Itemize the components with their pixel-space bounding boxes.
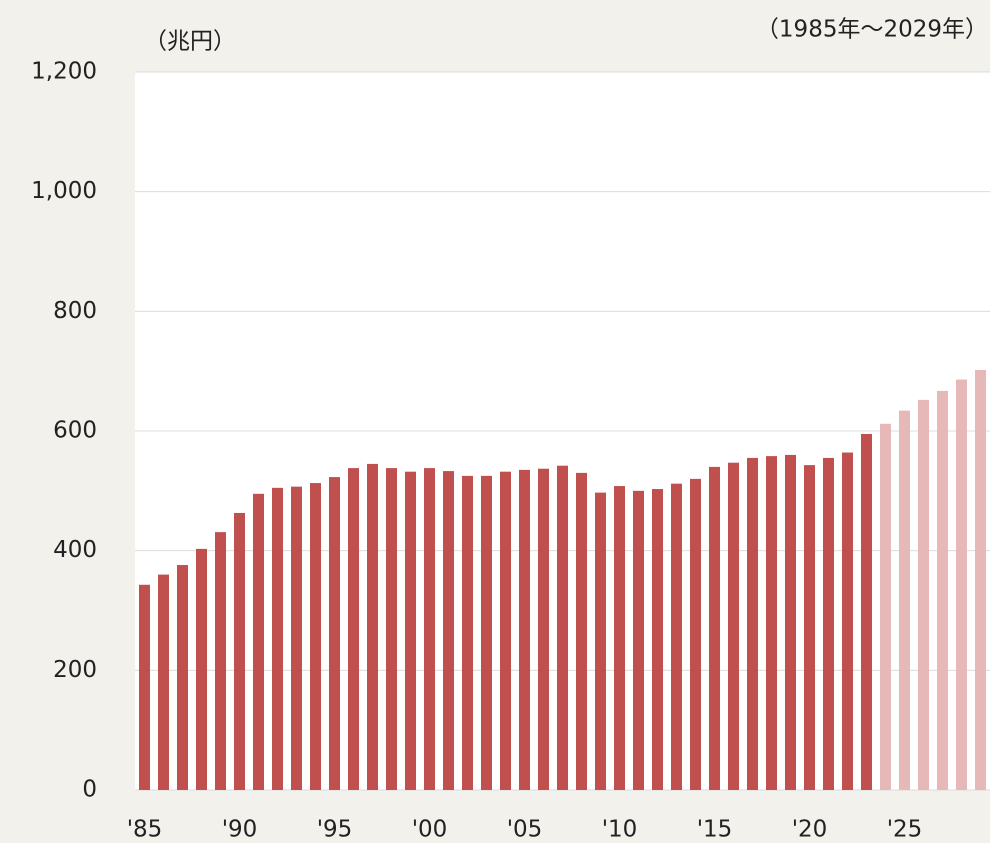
unit-label: （兆円） [144,29,236,55]
y-tick-label: 600 [53,418,97,444]
x-tick-label: '20 [792,817,828,843]
bar [215,532,226,790]
bar [937,390,948,790]
bar [386,468,397,790]
y-tick-label: 1,000 [31,178,97,204]
bar [253,493,264,790]
x-tick-label: '85 [127,817,163,843]
bar [405,471,416,790]
bar [291,486,302,790]
bar [747,457,758,790]
bar [861,433,872,790]
bar [443,471,454,790]
bar [880,423,891,790]
bar [139,584,150,790]
period-label: （1985年～2029年） [756,17,988,43]
y-tick-label: 1,200 [31,59,97,85]
bar [804,465,815,790]
bar [614,486,625,790]
bar [595,492,606,790]
x-tick-label: '10 [602,817,638,843]
bar [234,512,245,790]
x-tick-label: '95 [317,817,353,843]
y-tick-label: 400 [53,537,97,563]
x-tick-label: '05 [507,817,543,843]
bar [158,574,169,790]
x-tick-label: '90 [222,817,258,843]
bar [728,462,739,790]
bar [500,471,511,790]
y-tick-label: 0 [82,777,97,803]
bar [709,466,720,790]
bar [823,457,834,790]
bar [690,478,701,790]
y-tick-label: 800 [53,298,97,324]
bar [367,463,378,790]
bar [196,548,207,790]
bar [652,489,663,790]
bar [462,475,473,790]
bar [538,468,549,790]
bar [671,483,682,790]
bar [576,472,587,790]
x-tick-label: '25 [887,817,923,843]
bar [842,452,853,790]
bar [956,379,967,790]
bar [899,410,910,790]
bar [519,469,530,790]
bar [481,475,492,790]
bar [766,456,777,790]
bar [975,369,986,790]
bar [310,483,321,790]
x-tick-label: '15 [697,817,733,843]
bar [177,565,188,790]
y-tick-label: 200 [53,657,97,683]
bar [272,487,283,790]
x-tick-label: '00 [412,817,448,843]
bar [348,468,359,790]
bar [633,490,644,790]
bar [329,477,340,790]
bar [424,468,435,790]
bar [785,454,796,790]
bar [557,465,568,790]
bar [918,399,929,790]
